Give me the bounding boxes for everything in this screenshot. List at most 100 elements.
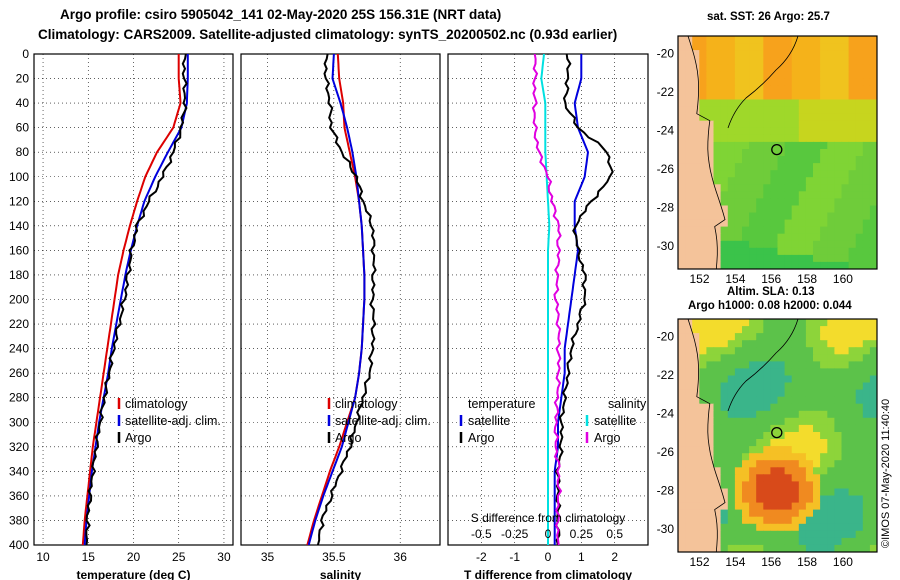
map-cell — [791, 163, 800, 171]
map-cell — [756, 333, 764, 341]
y-tick-label: 40 — [16, 96, 30, 110]
map-cell — [763, 184, 771, 192]
map-cell — [834, 523, 843, 532]
map-cell — [805, 354, 814, 362]
map-cell — [706, 326, 715, 334]
map-cell — [827, 247, 835, 256]
map-cell — [706, 184, 715, 192]
map-cell — [869, 481, 877, 490]
map-cell — [727, 537, 736, 546]
map-cell — [855, 226, 864, 235]
map-cell — [777, 184, 786, 192]
map-cell — [685, 439, 693, 447]
map-cell — [798, 226, 807, 235]
map-cell — [770, 537, 779, 546]
map-cell — [862, 530, 871, 539]
map-cell — [798, 247, 807, 256]
map-cell — [685, 474, 693, 482]
map-cell — [685, 333, 693, 341]
map-cell — [834, 354, 843, 362]
map-cell — [862, 43, 871, 51]
map-cell — [770, 417, 779, 426]
map-cell — [692, 509, 700, 518]
map-cell — [827, 516, 835, 525]
map-cell — [734, 120, 743, 129]
map-cell — [820, 410, 828, 419]
map-frame — [677, 318, 878, 553]
map-cell — [862, 382, 871, 391]
map-cell — [720, 254, 729, 263]
map-cell — [827, 226, 835, 235]
map-cell — [706, 502, 715, 511]
map-cell — [869, 113, 877, 122]
map-cell — [805, 403, 814, 412]
map-cell — [855, 333, 864, 341]
map-cell — [756, 113, 764, 122]
map-cell — [862, 396, 871, 405]
map-cell — [749, 163, 757, 171]
map-cell — [784, 368, 793, 377]
map-cell — [813, 127, 821, 136]
map-cell — [734, 71, 743, 79]
map-cell — [727, 474, 736, 482]
map-cell — [813, 71, 821, 79]
map-cell — [862, 156, 871, 164]
map-cell — [756, 205, 764, 214]
y-tick-label: 20 — [16, 72, 30, 86]
map-cell — [706, 205, 715, 214]
map-cell — [798, 261, 807, 269]
map-cell — [862, 191, 871, 199]
map-cell — [678, 502, 686, 511]
map-cell — [713, 233, 722, 242]
map-cell — [685, 502, 693, 511]
map-cell — [820, 424, 828, 433]
map-cell — [827, 333, 835, 341]
map-cell — [813, 99, 821, 108]
map-cell — [699, 368, 707, 377]
map-cell — [763, 106, 771, 115]
map-cell — [770, 495, 779, 504]
map-cell — [777, 481, 786, 490]
map-cell — [862, 389, 871, 398]
map-cell — [685, 544, 693, 552]
map-cell — [713, 92, 722, 101]
map-cell — [692, 127, 700, 136]
map-cell — [699, 495, 707, 504]
map-cell — [706, 368, 715, 377]
map-cell — [699, 509, 707, 518]
map-x-tick-label: 156 — [761, 555, 781, 569]
map-cell — [720, 184, 729, 192]
map-cell — [841, 78, 850, 87]
map-cell — [848, 347, 857, 355]
map-cell — [699, 198, 707, 207]
argo-position-marker — [771, 143, 783, 156]
map-cell — [791, 226, 800, 235]
map-cell — [699, 191, 707, 199]
map-cell — [685, 417, 693, 426]
map-cell — [742, 347, 750, 355]
map-cell — [827, 453, 835, 461]
map-cell — [848, 460, 857, 468]
map-cell — [827, 460, 835, 468]
map-cell — [685, 141, 693, 150]
map-cell — [685, 240, 693, 249]
map-cell — [749, 36, 757, 44]
map-cell — [678, 57, 686, 65]
map-cell — [742, 50, 750, 58]
map-cell — [763, 439, 771, 447]
map-cell — [720, 113, 729, 122]
map-cell — [841, 85, 850, 94]
map-cell — [784, 43, 793, 51]
map-cell — [685, 198, 693, 207]
map-cell — [713, 78, 722, 87]
map-cell — [784, 347, 793, 355]
map-cell — [791, 403, 800, 412]
map-cell — [770, 78, 779, 87]
map-cell — [813, 64, 821, 72]
map-cell — [699, 134, 707, 143]
map-cell — [678, 106, 686, 115]
map-cell — [827, 340, 835, 348]
x-tick-label: 10 — [36, 550, 50, 564]
map-cell — [692, 495, 700, 504]
map-cell — [841, 439, 850, 447]
